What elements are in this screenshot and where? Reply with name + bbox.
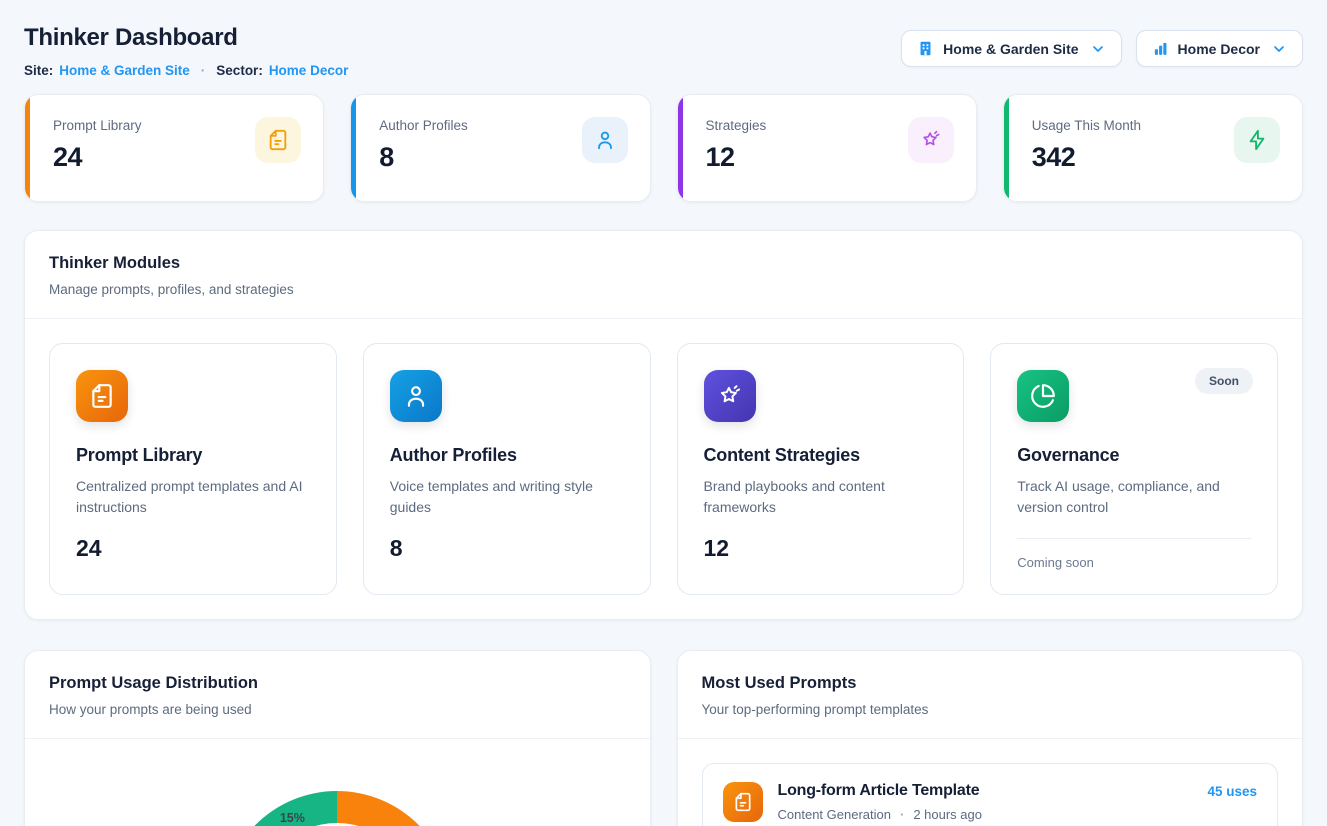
prompt-time: 2 hours ago [913, 807, 982, 822]
module-card-governance: Soon Governance Track AI usage, complian… [990, 343, 1278, 595]
user-icon [581, 117, 628, 163]
page-title: Thinker Dashboard [24, 24, 238, 51]
stat-card-usage: Usage This Month 342 [1002, 94, 1303, 202]
stat-value: 8 [379, 142, 394, 172]
soon-badge: Soon [1195, 368, 1253, 394]
module-title: Prompt Library [76, 445, 203, 465]
module-count: 12 [703, 535, 730, 562]
header-actions: Home & Garden Site Home Decor [901, 30, 1303, 67]
module-title: Content Strategies [703, 445, 861, 465]
stat-card-author-profiles: Author Profiles 8 [350, 94, 651, 202]
donut-hole [254, 823, 421, 826]
bar-chart-icon [1152, 40, 1169, 57]
prompt-list-item[interactable]: Long-form Article Template Content Gener… [701, 763, 1278, 826]
usage-card-header: Prompt Usage Distribution How your promp… [25, 651, 650, 739]
accent-bar [1003, 95, 1009, 201]
prompt-item-title: Long-form Article Template [777, 782, 980, 799]
sparkle-star-icon [703, 370, 756, 422]
module-count: 24 [76, 535, 102, 562]
site-label: Site: [24, 63, 54, 78]
prompt-category: Content Generation [777, 807, 891, 822]
modules-subtitle: Manage prompts, profiles, and strategies [49, 282, 294, 297]
module-card-content-strategies[interactable]: Content Strategies Brand playbooks and c… [676, 343, 965, 595]
chevron-down-icon [1090, 41, 1106, 57]
prompt-item-text: Long-form Article Template Content Gener… [778, 782, 982, 822]
separator-dot: · [899, 807, 905, 822]
prompts-card-header: Most Used Prompts Your top-performing pr… [677, 651, 1302, 739]
module-card-author-profiles[interactable]: Author Profiles Voice templates and writ… [362, 343, 651, 595]
prompts-card-title: Most Used Prompts [701, 674, 857, 692]
stat-label: Author Profiles [379, 118, 468, 133]
sector-selector-dropdown[interactable]: Home Decor [1135, 30, 1303, 67]
module-title: Governance [1017, 445, 1120, 465]
document-icon [255, 117, 302, 163]
bottom-row: Prompt Usage Distribution How your promp… [24, 650, 1303, 826]
accent-bar [351, 95, 357, 201]
module-description: Track AI usage, compliance, and version … [1017, 478, 1220, 515]
usage-card-subtitle: How your prompts are being used [49, 702, 252, 717]
stat-card-strategies: Strategies 12 [676, 94, 977, 202]
chevron-down-icon [1271, 41, 1287, 57]
stat-card-prompt-library: Prompt Library 24 [24, 94, 325, 202]
thinker-modules-panel: Thinker Modules Manage prompts, profiles… [24, 230, 1303, 620]
module-description: Centralized prompt templates and AI inst… [76, 478, 303, 515]
stats-row: Prompt Library 24 Author Profiles 8 Stra… [24, 94, 1303, 202]
sector-link[interactable]: Home Decor [268, 63, 349, 78]
uses-count: 45 uses [1207, 784, 1257, 799]
donut-chart: 15% [222, 791, 453, 826]
modules-title: Thinker Modules [49, 254, 181, 272]
module-description: Voice templates and writing style guides [389, 478, 593, 515]
sparkle-star-icon [907, 117, 954, 163]
sector-label: Sector: [216, 63, 263, 78]
prompt-list: Long-form Article Template Content Gener… [678, 739, 1303, 826]
usage-card-title: Prompt Usage Distribution [49, 674, 259, 692]
pie-chart-icon [1017, 370, 1070, 422]
prompt-usage-card: Prompt Usage Distribution How your promp… [24, 650, 651, 826]
sector-selector-label: Home Decor [1177, 40, 1260, 57]
module-description: Brand playbooks and content frameworks [703, 478, 885, 515]
coming-soon-text: Coming soon [1017, 555, 1094, 571]
chart-data-label: 15% [279, 810, 305, 825]
stat-value: 24 [53, 142, 83, 172]
user-icon [389, 370, 442, 422]
divider [1017, 538, 1251, 540]
bolt-icon [1234, 117, 1280, 163]
site-selector-label: Home & Garden Site [943, 40, 1079, 57]
document-icon [722, 782, 763, 822]
page-header: Thinker Dashboard Site: Home & Garden Si… [24, 22, 1303, 78]
stat-label: Strategies [705, 118, 767, 133]
accent-bar [25, 95, 30, 201]
prompt-item-meta: Content Generation · 2 hours ago [778, 807, 982, 822]
modules-panel-header: Thinker Modules Manage prompts, profiles… [25, 231, 1302, 319]
module-card-prompt-library[interactable]: Prompt Library Centralized prompt templa… [49, 343, 337, 595]
document-icon [76, 370, 128, 422]
modules-grid: Prompt Library Centralized prompt templa… [25, 319, 1302, 619]
building-icon [917, 40, 934, 57]
module-title: Author Profiles [389, 445, 517, 465]
stat-label: Usage This Month [1031, 118, 1142, 133]
separator-dot: · [200, 63, 206, 78]
site-link[interactable]: Home & Garden Site [59, 63, 190, 78]
stat-label: Prompt Library [53, 118, 142, 133]
accent-bar [677, 95, 683, 201]
chart-area: 15% [25, 739, 650, 826]
stat-value: 12 [705, 142, 736, 172]
most-used-prompts-card: Most Used Prompts Your top-performing pr… [676, 650, 1303, 826]
header-left: Thinker Dashboard Site: Home & Garden Si… [24, 22, 348, 78]
site-selector-dropdown[interactable]: Home & Garden Site [901, 30, 1122, 67]
prompts-card-subtitle: Your top-performing prompt templates [701, 702, 929, 717]
module-count: 8 [389, 535, 403, 562]
stat-value: 342 [1031, 142, 1076, 172]
breadcrumb: Site: Home & Garden Site · Sector: Home … [24, 63, 348, 78]
